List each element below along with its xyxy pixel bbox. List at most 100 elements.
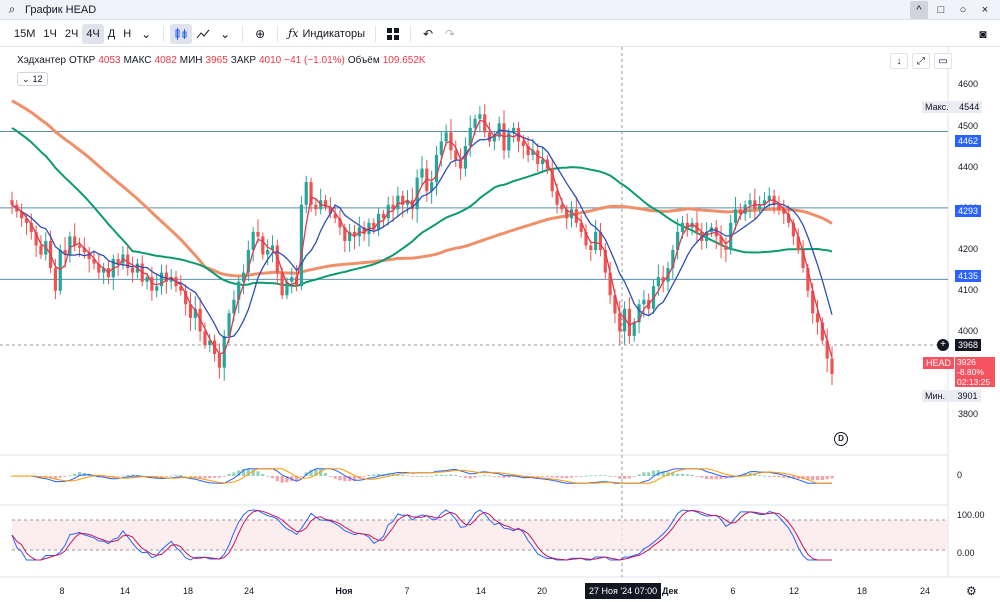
candle bbox=[502, 110, 506, 160]
layout-grid-icon[interactable] bbox=[382, 24, 404, 44]
macd-histogram-bar bbox=[671, 472, 675, 476]
time-tick: 14 bbox=[475, 586, 487, 596]
macd-histogram-bar bbox=[550, 476, 554, 478]
arrow-down-icon[interactable]: ↓ bbox=[890, 53, 908, 69]
timeframe-day[interactable]: Д bbox=[107, 27, 116, 40]
last-price-box: 3926 -8.80% 02:13:25 bbox=[955, 357, 995, 387]
chevron-down-icon[interactable]: ⌄ bbox=[141, 26, 152, 41]
candle-body bbox=[184, 290, 188, 305]
camera-icon[interactable]: ◙ bbox=[979, 26, 987, 41]
chart-type-chevron-icon[interactable]: ⌄ bbox=[220, 26, 231, 41]
macd-histogram-bar bbox=[73, 473, 77, 476]
line-chart-icon[interactable] bbox=[192, 24, 214, 44]
macd-histogram-bar bbox=[565, 476, 569, 479]
macd-histogram-bar bbox=[487, 475, 492, 477]
candle-body bbox=[632, 322, 636, 336]
restore-icon[interactable]: ▭ bbox=[934, 53, 952, 69]
add-alert-icon[interactable]: + bbox=[937, 339, 949, 351]
macd-histogram-bar bbox=[627, 476, 632, 479]
macd-histogram-bar bbox=[786, 476, 791, 479]
timeframe-1h[interactable]: 1Ч bbox=[43, 27, 57, 40]
candle bbox=[203, 322, 207, 349]
max-value-text: 4544 bbox=[959, 102, 980, 112]
candle bbox=[685, 213, 689, 237]
candle-body bbox=[391, 204, 395, 210]
indicators-count-toggle[interactable]: ⌄ 12 bbox=[17, 72, 48, 86]
candle bbox=[434, 145, 439, 196]
chart-canvas[interactable] bbox=[0, 47, 1000, 602]
macd-histogram-bar bbox=[569, 476, 574, 478]
undo-icon[interactable]: ↶ bbox=[422, 26, 434, 41]
candle-body bbox=[458, 159, 463, 169]
macd-histogram-bar bbox=[618, 476, 622, 479]
candle bbox=[145, 273, 149, 290]
candle-body bbox=[396, 195, 400, 210]
candle-body bbox=[405, 200, 410, 205]
candle-body bbox=[531, 150, 535, 155]
macd-histogram-bar bbox=[323, 472, 328, 476]
macd-histogram-bar bbox=[367, 474, 371, 476]
timeframe-2h[interactable]: 2Ч bbox=[64, 27, 79, 40]
candle-body bbox=[237, 281, 241, 300]
settings-icon[interactable]: ○ bbox=[959, 4, 967, 16]
macd-histogram-bar bbox=[743, 473, 747, 476]
macd-histogram-bar bbox=[241, 468, 246, 476]
indicators-button[interactable]: ƒx Индикаторы bbox=[284, 24, 369, 44]
crosshair-price-label: 3968 bbox=[955, 339, 982, 351]
candle bbox=[386, 196, 390, 226]
candle-body bbox=[285, 281, 289, 296]
timeframe-15m[interactable]: 15М bbox=[14, 27, 36, 40]
search-icon[interactable]: ⌕ bbox=[8, 2, 16, 16]
price-tick: 4200 bbox=[958, 244, 979, 254]
price-tick: 4500 bbox=[958, 121, 979, 131]
level-label: 4135 bbox=[955, 270, 982, 282]
candle bbox=[598, 222, 603, 257]
timeframe-week[interactable]: Н bbox=[123, 27, 132, 40]
macd-histogram-bar bbox=[246, 469, 250, 476]
fullscreen-icon[interactable]: ⤢ bbox=[912, 53, 930, 69]
axis-settings-icon[interactable]: ⚙ bbox=[966, 584, 977, 598]
candle-body bbox=[671, 250, 675, 269]
ma-long-line bbox=[11, 99, 833, 278]
macd-histogram-bar bbox=[77, 472, 82, 476]
collapse-icon[interactable]: ^ bbox=[910, 1, 928, 19]
candle-body bbox=[637, 304, 641, 323]
title-bar: ⌕ График HEAD ^ □ ○ × bbox=[0, 0, 1000, 20]
candle bbox=[275, 239, 279, 285]
macd-histogram-bar bbox=[594, 475, 598, 477]
candle bbox=[241, 264, 246, 294]
macd-histogram-bar bbox=[338, 476, 342, 481]
candle-body bbox=[208, 340, 212, 345]
chart-pane-tools: ↓ ⤢ ▭ bbox=[890, 53, 952, 69]
close-icon[interactable]: × bbox=[981, 4, 989, 16]
ma-slow-line bbox=[11, 127, 833, 288]
candle-body bbox=[758, 204, 762, 210]
candle-body bbox=[77, 245, 82, 248]
close-value: 4010 bbox=[259, 55, 282, 66]
macd-histogram-bar bbox=[661, 471, 665, 476]
redo-icon[interactable]: ↷ bbox=[444, 26, 456, 41]
add-compare-icon[interactable]: ⊕ bbox=[255, 26, 266, 41]
window-title: График HEAD bbox=[25, 3, 97, 16]
stoch-k-line bbox=[11, 509, 832, 561]
time-tick: Дек bbox=[661, 586, 679, 596]
candles-icon[interactable] bbox=[170, 23, 193, 44]
candle-body bbox=[767, 195, 771, 201]
candle bbox=[34, 225, 38, 257]
dividend-marker-icon[interactable]: D bbox=[834, 432, 848, 446]
macd-histogram-bar bbox=[135, 474, 140, 476]
candle bbox=[251, 227, 255, 262]
candle-body bbox=[492, 136, 496, 142]
macd-histogram-bar bbox=[598, 475, 603, 476]
macd-histogram-bar bbox=[815, 476, 820, 481]
macd-histogram-bar bbox=[680, 473, 685, 476]
candle bbox=[217, 343, 222, 379]
timeframe-4h[interactable]: 4Ч bbox=[82, 23, 104, 44]
candle-body bbox=[430, 182, 434, 192]
stoch-band bbox=[12, 520, 948, 550]
maximize-icon[interactable]: □ bbox=[937, 4, 945, 16]
candle-body bbox=[24, 218, 29, 223]
window-controls: ^ □ ○ × bbox=[910, 1, 994, 19]
candle-body bbox=[20, 211, 24, 219]
low-value: 3965 bbox=[205, 55, 228, 66]
